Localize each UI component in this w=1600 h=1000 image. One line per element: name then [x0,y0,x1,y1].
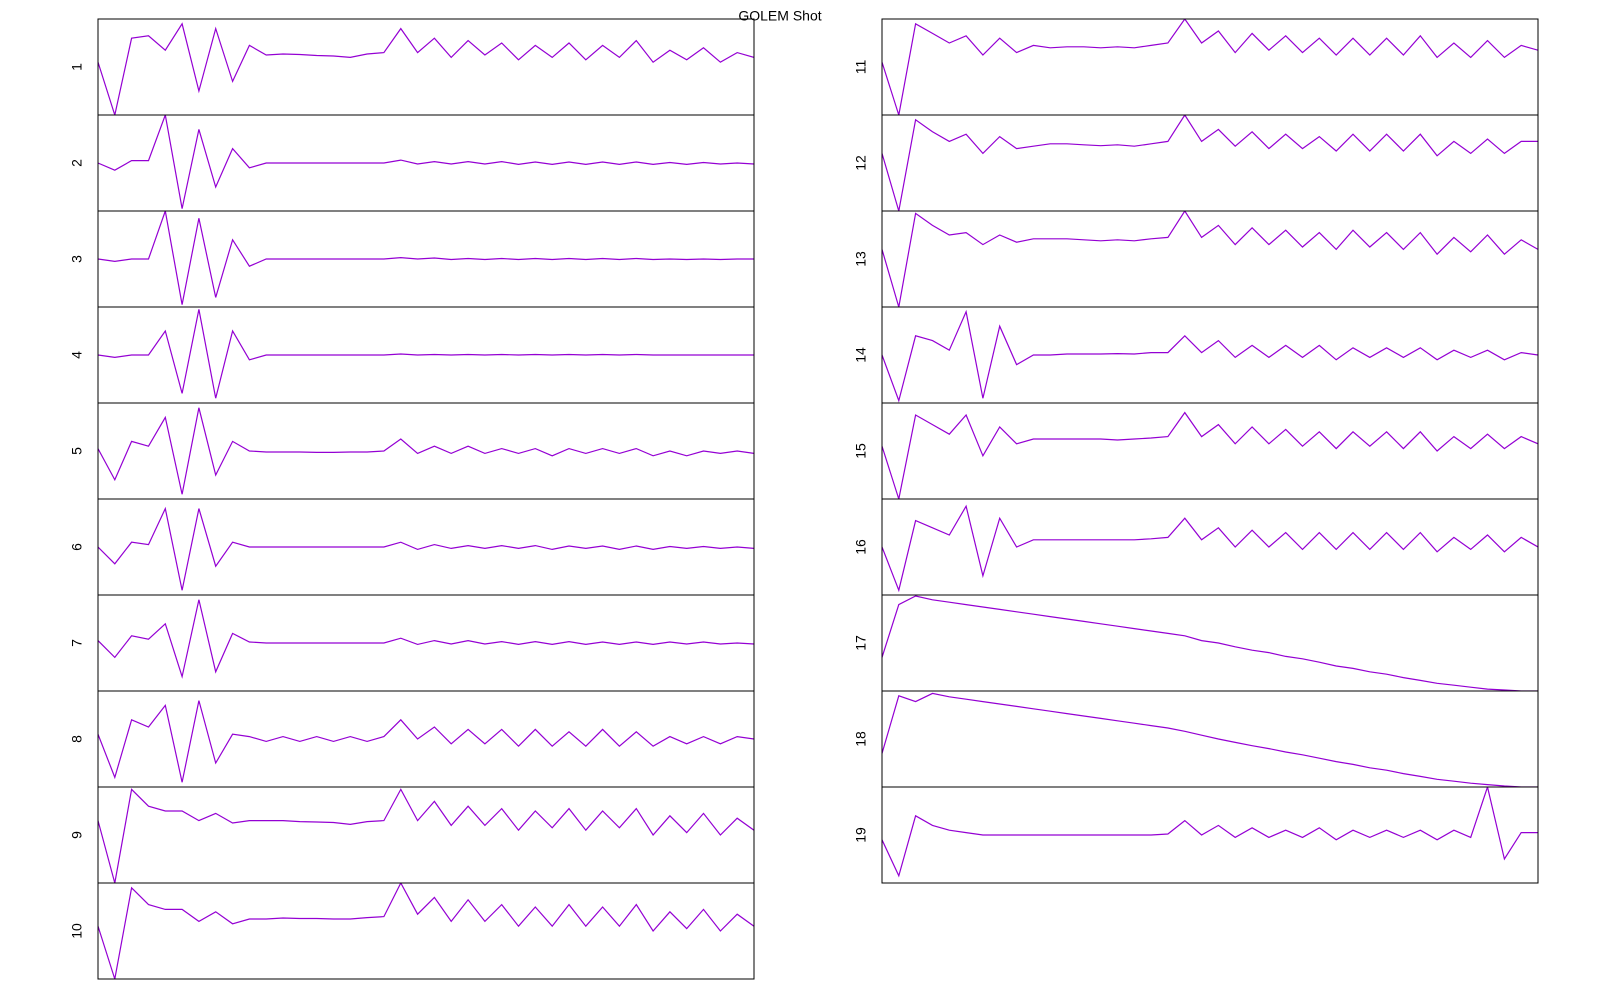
signal-line [882,115,1538,211]
signal-line [98,115,754,209]
panel-label: 9 [69,831,85,839]
panel [882,19,1538,115]
panel [98,599,754,679]
signal-line [98,22,754,115]
panel-label: 8 [69,735,85,743]
panel-label: 4 [69,351,85,359]
panel-label: 16 [853,539,869,555]
panel-frame [881,306,1539,404]
panel-frame [881,594,1539,692]
panel-frame [97,402,755,500]
panel-frame [881,114,1539,212]
panel-label: 18 [853,731,869,747]
chart-title: GOLEM Shot [738,8,821,24]
panel-frame [881,18,1539,116]
signal-line [98,407,754,495]
panel [882,309,1538,403]
panel-label: 11 [853,60,869,75]
panel [98,211,754,305]
panel-frame [97,882,755,980]
panel [98,788,754,883]
signal-line [882,211,1538,307]
panel-frame [97,18,755,116]
signal-line [882,411,1538,499]
panel [882,787,1538,878]
panel [98,22,754,115]
signal-line [882,787,1538,878]
panel-frame [97,690,755,788]
signal-line [98,883,754,979]
panel [98,506,754,591]
panel-label: 6 [69,543,85,551]
panel-label: 1 [69,63,85,71]
panel-label: 2 [69,159,85,167]
panel [882,115,1538,211]
panel-label: 17 [853,635,869,651]
panel-label: 10 [69,923,85,939]
signal-line [882,595,1538,691]
signal-line [882,504,1538,593]
panel-label: 19 [853,827,869,843]
panel [98,407,754,495]
panel-label: 14 [853,347,869,363]
signal-line [882,19,1538,115]
panel [882,504,1538,593]
panel-label: 15 [853,443,869,459]
panel [98,883,754,979]
panel-frame [97,786,755,884]
panel [882,211,1538,307]
panel [98,700,754,783]
panel-frame [881,690,1539,788]
signal-line [98,599,754,679]
panel [882,692,1538,787]
panel-label: 13 [853,251,869,267]
panel-label: 12 [853,155,869,171]
panel [882,411,1538,499]
panel [98,309,754,399]
panel [882,595,1538,691]
panel [98,115,754,209]
panel-label: 5 [69,447,85,455]
signal-line [98,700,754,783]
signal-line [882,692,1538,787]
signal-line [98,788,754,883]
panel-label: 7 [69,639,85,647]
signal-line [98,309,754,399]
signal-line [98,211,754,305]
panel-label: 3 [69,255,85,263]
signal-line [98,506,754,591]
panel-frame [881,210,1539,308]
signal-line [882,309,1538,403]
panel-frame [881,786,1539,884]
panel-frame [881,498,1539,596]
